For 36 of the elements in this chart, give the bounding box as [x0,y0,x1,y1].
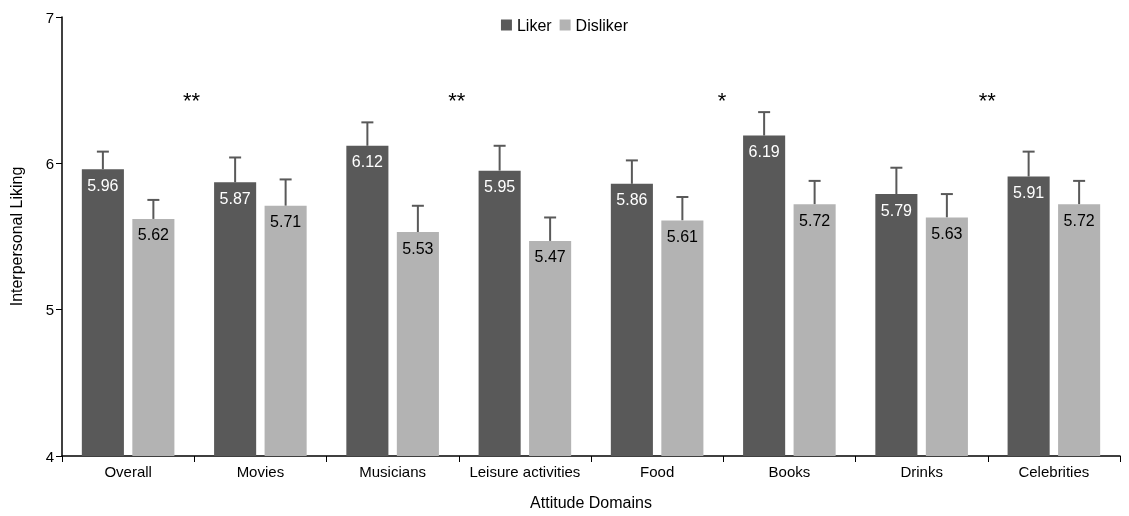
annotation: ** [978,87,997,113]
x-tick-label: Drinks [900,463,943,480]
annotation: ** [183,87,201,113]
x-tick-label: Food [640,463,675,480]
legend-label: Liker [516,16,553,34]
data-label: 5.63 [931,224,963,242]
x-tick-label: Leisure activities [469,463,581,480]
data-label: 6.19 [748,143,780,161]
y-tick-label: 7 [45,8,54,26]
y-tick-label: 4 [45,447,54,465]
y-tick-label: 5 [45,301,54,319]
x-tick-label: Celebrities [1018,463,1090,480]
x-tick-label: Overall [104,463,152,480]
y-axis-title: Interpersonal Liking [7,166,25,307]
annotation: * [717,87,727,113]
data-label: 5.96 [87,176,119,194]
data-label: 5.47 [534,248,566,266]
data-label: 5.71 [270,213,302,231]
legend-label: Disliker [575,16,629,34]
data-label: 5.72 [799,211,831,229]
data-label: 5.91 [1013,184,1045,201]
data-label: 5.95 [484,178,516,196]
x-tick-label: Musicians [359,463,426,480]
x-axis-title: Attitude Domains [530,493,652,511]
x-tick-label: Movies [236,463,285,480]
data-label: 5.61 [666,227,699,245]
data-label: 6.12 [351,153,384,171]
data-label: 5.87 [219,189,251,207]
data-label: 5.53 [402,239,434,257]
annotation: ** [448,87,466,113]
data-label: 5.86 [616,191,648,209]
x-tick-label: Books [768,463,811,480]
data-label: 5.72 [1063,211,1095,229]
data-label: 5.62 [137,226,170,244]
y-tick-label: 6 [45,154,54,172]
data-label: 5.79 [880,201,913,219]
